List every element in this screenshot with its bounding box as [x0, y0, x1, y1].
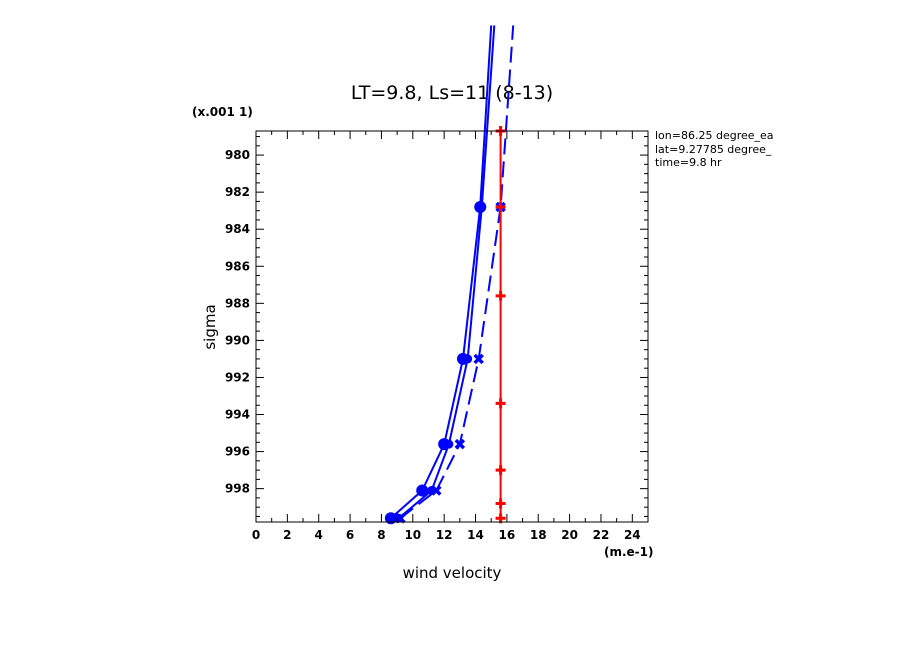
y-scale-label: (x.001 1)	[192, 105, 253, 119]
series-3-point-5	[495, 201, 506, 212]
axis-frame	[255, 130, 649, 523]
x-tick-label: 16	[499, 528, 516, 542]
series-2-line	[399, 25, 515, 520]
x-tick-label: 8	[377, 528, 385, 542]
y-tick-label: 990	[225, 333, 250, 347]
y-tick-label: 982	[225, 185, 250, 199]
y-tick-label: 992	[225, 370, 250, 384]
x-tick-label: 22	[593, 528, 610, 542]
x-tick-label: 6	[346, 528, 354, 542]
y-tick-label: 994	[225, 408, 250, 422]
series-0-point-1	[416, 484, 429, 497]
y-tick-label: 984	[225, 222, 250, 236]
series-3-point-4	[495, 290, 506, 301]
y-tick-label: 986	[225, 259, 250, 273]
series-2	[395, 25, 515, 524]
annotation-lon: lon=86.25 degree_ea	[655, 129, 774, 142]
x-tick-label: 4	[315, 528, 323, 542]
series-1-line	[398, 25, 496, 520]
chart-title: LT=9.8, Ls=11 (8-13)	[351, 82, 553, 104]
annotation-time: time=9.8 hr	[655, 156, 722, 169]
axes: 0 2 4 6 8 10 12 14 16 18 20 22 249809829849869889909…	[225, 130, 649, 542]
y-tick-label: 988	[225, 296, 250, 310]
x-tick-label: 14	[467, 528, 484, 542]
x-tick-label: 12	[436, 528, 453, 542]
series-2-point-1	[431, 485, 442, 496]
x-tick-label: 24	[624, 528, 641, 542]
series-1-point-2	[444, 439, 454, 449]
x-tick-label: 10	[404, 528, 421, 542]
series-0-point-0	[384, 512, 397, 525]
y-tick-label: 980	[225, 148, 250, 162]
series-0-line	[390, 25, 493, 520]
y-axis-label: sigma	[201, 304, 219, 349]
x-tick-label: 2	[283, 528, 291, 542]
x-axis-label: wind velocity	[403, 564, 502, 582]
series-1-point-3	[463, 354, 473, 364]
series-2-point-3	[473, 353, 484, 365]
series-2-point-2	[454, 438, 466, 450]
x-tick-label: 20	[561, 528, 578, 542]
x-tick-label: 0	[252, 528, 260, 542]
x-tick-label: 18	[530, 528, 547, 542]
y-tick-label: 998	[225, 482, 250, 496]
series-3	[495, 126, 506, 524]
series-1-point-4	[477, 202, 487, 212]
series-3-point-3	[495, 398, 506, 409]
plot-area	[384, 25, 515, 525]
x-units-label: (m.e-1)	[604, 545, 654, 559]
series-3-point-2	[495, 465, 506, 476]
annotation-lat: lat=9.27785 degree_	[655, 143, 772, 156]
series-3-point-1	[495, 498, 506, 509]
y-tick-label: 996	[225, 445, 250, 459]
